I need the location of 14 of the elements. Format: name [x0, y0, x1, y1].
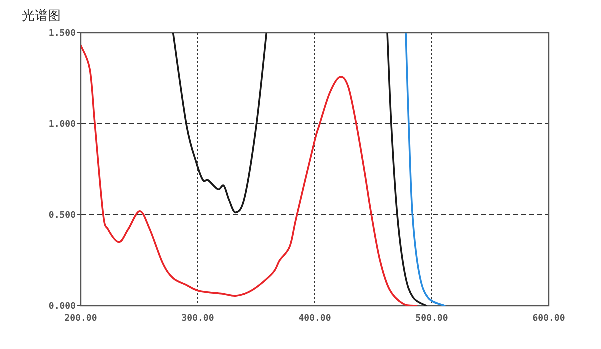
x-tick-label: 400.00	[298, 314, 332, 324]
x-tick-label: 300.00	[182, 314, 214, 324]
line-series	[172, 33, 268, 214]
line-series	[386, 33, 428, 306]
x-tick-label: 600.00	[532, 314, 566, 324]
y-tick-label: 1.500	[48, 29, 76, 39]
line-series	[81, 44, 418, 306]
y-tick-label: 0.500	[48, 211, 76, 221]
x-tick-label: 200.00	[64, 314, 98, 324]
line-series	[405, 33, 446, 306]
y-tick-label: 0.000	[48, 302, 76, 312]
title: 光谱图	[22, 9, 61, 24]
y-tick-label: 1.000	[48, 120, 76, 130]
x-tick-label: 500.00	[416, 314, 448, 324]
